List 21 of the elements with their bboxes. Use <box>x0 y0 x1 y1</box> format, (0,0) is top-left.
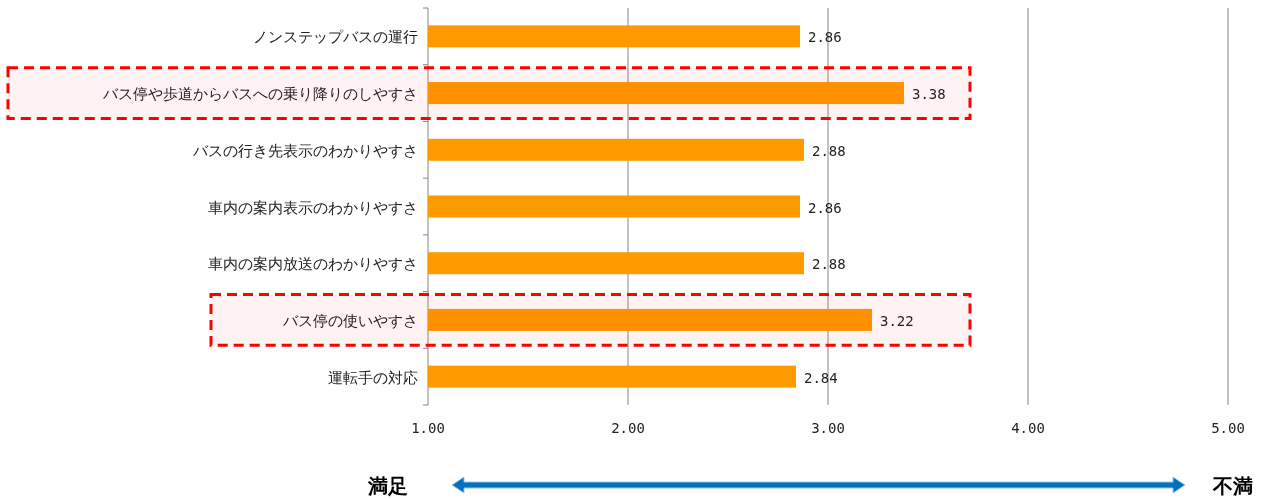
data-label: 3.38 <box>912 86 946 103</box>
data-label: 3.22 <box>880 312 914 329</box>
y-tick-label: 運転手の対応 <box>328 368 418 386</box>
x-tick-label: 5.00 <box>1211 420 1245 436</box>
data-label: 2.84 <box>804 369 838 386</box>
y-tick-label: 車内の案内放送のわかりやすさ <box>208 255 418 273</box>
y-tick-label: バスの行き先表示のわかりやすさ <box>192 141 418 159</box>
y-tick-label: バス停や歩道からバスへの乗り降りのしやすさ <box>102 85 418 103</box>
x-tick-label: 4.00 <box>1011 420 1045 436</box>
x-tick-label: 1.00 <box>411 420 445 436</box>
data-label: 2.86 <box>808 29 842 46</box>
y-tick-label: ノンステップバスの運行 <box>253 28 418 46</box>
x-tick-label: 3.00 <box>811 420 845 436</box>
text: 満足 <box>367 475 408 497</box>
y-tick-label: 車内の案内表示のわかりやすさ <box>208 198 418 216</box>
data-label: 2.88 <box>812 256 846 273</box>
x-tick-label: 2.00 <box>611 420 645 436</box>
text: 不満 <box>1212 475 1253 497</box>
data-label: 2.86 <box>808 199 842 216</box>
y-tick-label: バス停の使いやすさ <box>282 311 418 329</box>
data-label: 2.88 <box>812 142 846 159</box>
